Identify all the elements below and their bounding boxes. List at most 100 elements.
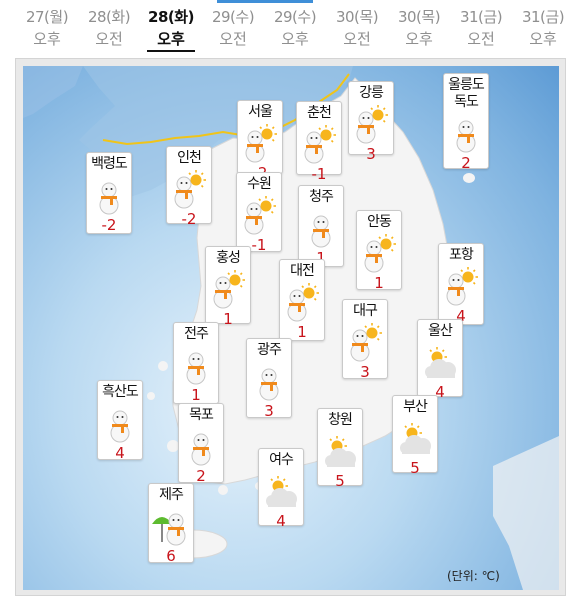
snowman-icon	[191, 433, 211, 466]
station-card[interactable]: 흑산도 4	[97, 380, 143, 462]
snowman-sun-icon	[245, 123, 278, 163]
station-name: 포항	[449, 247, 474, 263]
station-name: 광주	[257, 342, 282, 358]
forecast-tab-9[interactable]: 31(금) 오후	[512, 6, 574, 50]
station-name: 청주	[309, 189, 334, 205]
sun-cloud-icon	[400, 422, 431, 454]
snowman-umbrella-icon	[152, 513, 186, 546]
station-name: 창원	[328, 412, 353, 428]
station-temperature: 5	[335, 472, 345, 490]
forecast-tab-5[interactable]: 29(수) 오후	[264, 6, 326, 50]
station-temperature: 1	[316, 249, 326, 267]
station-card[interactable]: 제주 6	[148, 483, 194, 565]
station-card[interactable]: 안동 1	[356, 210, 402, 292]
forecast-tab-7[interactable]: 30(목) 오후	[388, 6, 450, 50]
station-temperature: 6	[166, 547, 176, 565]
forecast-time-tabs: 27(월) 오후 28(화) 오전 28(화) 오후 29(수) 오전 29(수) 오후 30(목)…	[0, 6, 582, 58]
station-temperature: 5	[410, 459, 420, 477]
station-temperature: -1	[311, 165, 327, 183]
station-card[interactable]: 울릉도 독도 2	[443, 73, 489, 172]
sun-cloud-icon	[266, 475, 297, 507]
snowman-sun-icon	[174, 169, 207, 209]
station-name: 홍성	[216, 250, 241, 266]
station-card[interactable]: 홍성 1	[205, 246, 251, 328]
station-card[interactable]: 춘천 -1	[296, 101, 342, 183]
snowman-sun-icon	[356, 104, 389, 144]
station-name: 울릉도 독도	[448, 77, 485, 110]
station-card[interactable]: 포항 4	[438, 243, 484, 325]
station-temperature: 3	[360, 363, 370, 381]
station-temperature: 2	[196, 467, 206, 485]
station-card[interactable]: 전주 1	[173, 322, 219, 404]
tab-date: 29(수)	[211, 8, 255, 26]
station-name: 부산	[403, 399, 428, 415]
sun-cloud-icon	[425, 346, 456, 378]
forecast-tab-2[interactable]: 28(화) 오전	[78, 6, 140, 50]
station-temperature: -2	[181, 210, 197, 228]
station-name: 목포	[189, 407, 214, 423]
station-card[interactable]: 강릉 3	[348, 81, 394, 163]
snowman-icon	[259, 368, 279, 401]
tab-period: 오전	[219, 30, 247, 48]
station-card[interactable]: 광주 3	[246, 338, 292, 420]
tab-period: 오후	[281, 30, 309, 48]
station-card[interactable]: 서울-2	[237, 100, 283, 182]
station-card[interactable]: 청주 1	[298, 185, 344, 267]
station-temperature: 4	[456, 307, 466, 325]
snowman-sun-icon	[364, 233, 397, 273]
tab-date: 31(금)	[521, 8, 565, 26]
station-temperature: 3	[264, 402, 274, 420]
station-temperature: 1	[297, 323, 307, 341]
snowman-sun-icon	[213, 269, 246, 309]
station-name: 안동	[367, 214, 392, 230]
station-name: 인천	[177, 150, 202, 166]
station-card[interactable]: 목포 2	[178, 403, 224, 485]
station-temperature: 1	[223, 310, 233, 328]
tab-period: 오후	[405, 30, 433, 48]
unit-label: (단위: ℃)	[447, 569, 500, 583]
forecast-tab-6[interactable]: 30(목) 오전	[326, 6, 388, 50]
tab-date: 30(목)	[335, 8, 379, 26]
station-card[interactable]: 수원 -1	[236, 172, 282, 254]
station-name: 대구	[353, 303, 378, 319]
snowman-sun-icon	[446, 266, 479, 306]
tab-date: 28(화)	[87, 8, 131, 26]
snowman-icon	[456, 120, 476, 153]
station-card[interactable]: 울산 4	[417, 319, 463, 401]
tab-date: 27(월)	[25, 8, 69, 26]
station-card[interactable]: 대전 1	[279, 259, 325, 341]
dmz-border-line	[102, 73, 350, 146]
station-card[interactable]: 창원 5	[317, 408, 363, 490]
station-card[interactable]: 대구 3	[342, 299, 388, 381]
north-landmass	[79, 66, 353, 198]
station-name: 대전	[290, 263, 315, 279]
station-card[interactable]: 인천 -2	[166, 146, 212, 228]
tab-date: 30(목)	[397, 8, 441, 26]
forecast-tab-4[interactable]: 29(수) 오전	[202, 6, 264, 50]
station-name: 강릉	[359, 85, 384, 101]
active-tab-indicator	[217, 0, 313, 3]
station-name: 여수	[269, 452, 294, 468]
station-name: 제주	[159, 487, 184, 503]
tab-date: 31(금)	[459, 8, 503, 26]
snowman-sun-icon	[244, 195, 277, 235]
tab-period: 오전	[343, 30, 371, 48]
station-temperature: 4	[435, 383, 445, 401]
snowman-sun-icon	[350, 322, 383, 362]
station-temperature: -1	[251, 236, 267, 254]
forecast-tab-3[interactable]: 28(화) 오후	[140, 6, 202, 52]
station-card[interactable]: 여수 4	[258, 448, 304, 530]
station-temperature: 1	[374, 274, 384, 292]
tab-period: 오전	[467, 30, 495, 48]
station-name: 흑산도	[102, 384, 139, 400]
station-card[interactable]: 백령도 -2	[86, 152, 132, 234]
tab-period: 오후	[147, 28, 195, 52]
forecast-tab-1[interactable]: 27(월) 오후	[16, 6, 78, 50]
tab-period: 오전	[95, 30, 123, 48]
station-name: 서울	[248, 104, 273, 120]
forecast-tab-8[interactable]: 31(금) 오전	[450, 6, 512, 50]
station-card[interactable]: 부산 5	[392, 395, 438, 477]
tab-date: 28(화)	[148, 8, 194, 26]
snowman-sun-icon	[287, 282, 320, 322]
snowman-icon	[99, 182, 119, 215]
